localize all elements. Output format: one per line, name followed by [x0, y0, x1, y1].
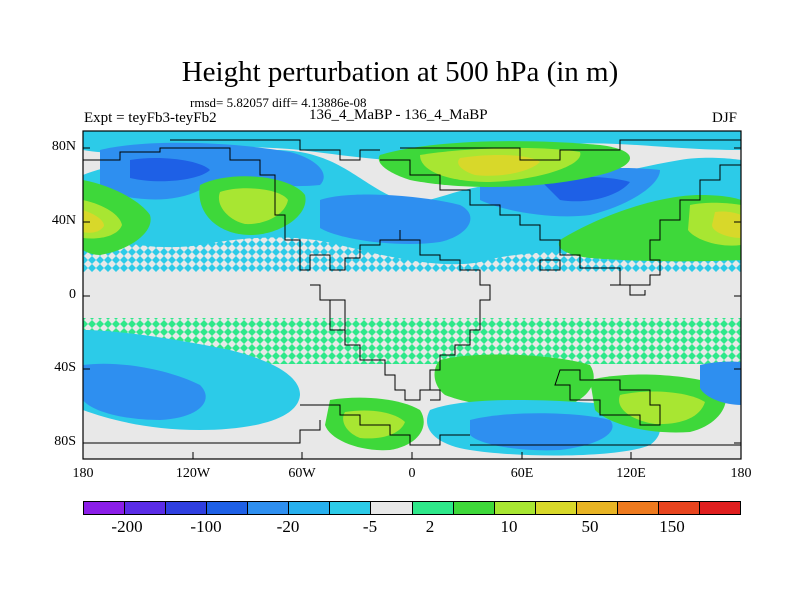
south-yellow-east	[619, 391, 705, 425]
colorbar-label: 2	[425, 517, 435, 536]
south-blue-east	[700, 361, 741, 405]
colorbar-swatch	[617, 502, 659, 514]
case-label: 136_4_MaBP - 136_4_MaBP	[309, 107, 488, 123]
colorbar-swatch	[494, 502, 536, 514]
colorbar-swatch	[166, 502, 208, 514]
axis-ticks	[83, 147, 741, 459]
colorbar-label: -100	[190, 517, 222, 536]
north-cyan-band	[83, 131, 741, 162]
colorbar-swatch	[453, 502, 495, 514]
south-blue-west	[83, 363, 206, 420]
colorbar-swatch	[371, 502, 413, 514]
south-blue-mid	[470, 413, 613, 451]
season-label: DJF	[712, 110, 738, 126]
colorbar-swatch	[330, 502, 372, 514]
colorbar-swatch	[535, 502, 577, 514]
north-blue-core-c	[540, 176, 630, 202]
colorbar-swatch	[125, 502, 167, 514]
colorbar-swatch	[248, 502, 290, 514]
colorbar-swatch	[658, 502, 700, 514]
colorbar-label: 50	[581, 517, 599, 536]
lon-label-60e: 60E	[510, 466, 534, 481]
lon-label-0: 0	[408, 466, 416, 481]
north-blue-core-a	[130, 158, 210, 182]
lon-label-60w: 60W	[288, 466, 316, 481]
stats-label: rmsd= 5.82057 diff= 4.13886e-08	[190, 95, 367, 110]
colorbar-swatch	[576, 502, 618, 514]
colorbar-swatch	[699, 502, 740, 514]
chart-title: Height perturbation at 500 hPa (in m)	[181, 56, 619, 88]
north-blue-a	[100, 142, 324, 200]
lat-label-40s: 40S	[54, 360, 76, 375]
lat-label-80n: 80N	[51, 139, 76, 154]
colorbar-swatch	[289, 502, 331, 514]
lon-label-180w: 180	[72, 466, 94, 481]
colorbar-label: -20	[276, 517, 300, 536]
colorbar-swatch	[207, 502, 249, 514]
south-green-mid	[434, 354, 594, 410]
colorbar-label: -200	[111, 517, 143, 536]
lon-label-120w: 120W	[175, 466, 211, 481]
colorbar-label: 10	[500, 517, 518, 536]
lat-label-80s: 80S	[54, 434, 76, 449]
colorbar	[83, 501, 741, 515]
north-yellow-mid	[218, 188, 288, 225]
colorbar-swatch	[84, 502, 126, 514]
experiment-label: Expt = teyFb3-teyFb2	[84, 110, 217, 126]
lon-label-120e: 120E	[616, 466, 646, 481]
coastlines	[83, 139, 741, 446]
north-gold-west	[83, 210, 104, 233]
colorbar-swatch	[412, 502, 454, 514]
north-blue-b	[320, 194, 471, 245]
north-gold-far-east	[712, 211, 741, 238]
lat-label-eq: 0	[69, 287, 76, 302]
colorbar-label: -5	[362, 517, 378, 536]
lon-label-180e: 180	[730, 466, 752, 481]
lat-label-40n: 40N	[51, 213, 76, 228]
colorbar-label: 150	[659, 517, 685, 536]
